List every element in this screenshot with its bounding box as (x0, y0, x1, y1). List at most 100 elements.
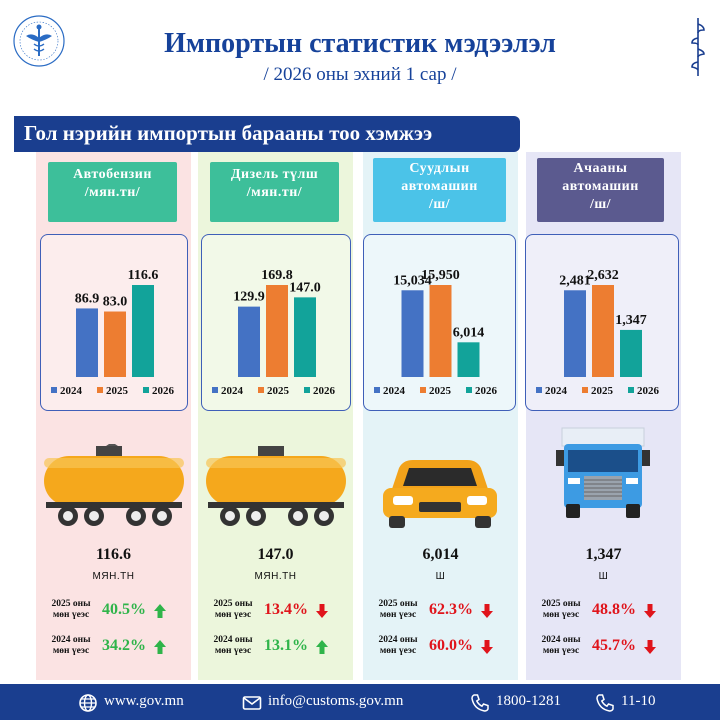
section-banner: Гол нэрийн импортын барааны тоо хэмжээ (14, 116, 520, 152)
legend-swatch (212, 387, 218, 393)
bar-2024 (401, 290, 424, 377)
change-percent: 13.1% (264, 637, 308, 654)
comparison-label: 2025 оны мөн үеэс (378, 599, 418, 620)
bar-value-label: 116.6 (128, 268, 159, 283)
legend-swatch (97, 387, 103, 393)
arrow-down-icon (644, 604, 656, 618)
arrow-down-icon (316, 604, 328, 618)
website-text: www.gov.mn (104, 693, 184, 709)
legend-swatch (374, 387, 380, 393)
comparison-label: 2024 оны мөн үеэс (541, 635, 581, 656)
comparison-row: 2025 оны мөн үеэс 48.8% (526, 599, 681, 625)
comparison-row: 2024 оны мөн үеэс 13.1% (198, 635, 353, 661)
unit-label: Ш (598, 571, 609, 582)
change-percent: 60.0% (429, 637, 473, 654)
comparison-row: 2024 оны мөн үеэс 45.7% (526, 635, 681, 661)
legend-label: 2024 (383, 385, 406, 397)
change-percent: 45.7% (592, 637, 636, 654)
change-percent: 13.4% (264, 601, 308, 618)
comparison-label: 2024 оны мөн үеэс (51, 635, 91, 656)
legend-swatch (51, 387, 57, 393)
phone-text: 1800-1281 (496, 693, 561, 709)
bar-value-label: 15,950 (421, 268, 460, 283)
bar-value-label: 83.0 (103, 295, 128, 310)
bar-value-label: 15,034 (393, 273, 432, 288)
header-line: Ачааны (573, 161, 628, 176)
header-line: /ш/ (428, 197, 451, 212)
comparison-label: 2024 оны мөн үеэс (213, 635, 253, 656)
diesel-column: Дизель түлш /мян.тн/ 129.9 169.8 147.0 2024… (198, 152, 353, 680)
unit-label: МЯН.ТН (92, 571, 135, 582)
legend-swatch (420, 387, 426, 393)
bar-value-label: 6,014 (453, 325, 485, 340)
unit-label: Ш (435, 571, 446, 582)
arrow-down-icon (481, 640, 493, 654)
bar-chart: 2,481 2,632 1,347 2024 2025 2026 (525, 234, 679, 411)
header-line: Автобензин (73, 167, 152, 182)
bar-chart: 86.9 83.0 116.6 2024 2025 2026 (40, 234, 188, 411)
banner-title: Гол нэрийн импортын барааны тоо хэмжээ (24, 121, 433, 145)
change-percent: 40.5% (102, 601, 146, 618)
comparison-row: 2025 оны мөн үеэс 13.4% (198, 599, 353, 625)
header-line: Суудлын (409, 161, 470, 176)
comparison-row: 2025 оны мөн үеэс 62.3% (363, 599, 518, 625)
comparison-label: 2024 оны мөн үеэс (378, 635, 418, 656)
bar-value-label: 169.8 (261, 268, 293, 283)
mail-icon (242, 696, 262, 710)
tank-car-icon (36, 442, 191, 538)
arrow-up-icon (154, 604, 166, 618)
comparison-row: 2024 оны мөн үеэс 34.2% (36, 635, 191, 661)
bar-2025 (429, 285, 452, 377)
legend-label: 2026 (152, 385, 175, 397)
bar-2024 (564, 290, 586, 377)
phone-text: 11-10 (621, 693, 656, 709)
header-line: /ш/ (589, 197, 612, 212)
bar-2024 (76, 308, 98, 377)
page-subtitle: / 2026 оны эхний 1 сар / (263, 64, 457, 85)
bar-2025 (104, 311, 126, 377)
legend-label: 2025 (106, 385, 129, 397)
column-header: Ачааны автомашин /ш/ (537, 158, 664, 222)
column-header: Автобензин /мян.тн/ (48, 162, 177, 222)
legend-label: 2025 (429, 385, 452, 397)
legend-swatch (143, 387, 149, 393)
arrow-up-icon (154, 640, 166, 654)
current-value: 147.0 (257, 546, 294, 563)
phone-icon (596, 694, 614, 712)
header-line: автомашин (401, 179, 478, 194)
globe-icon (79, 694, 97, 712)
legend-label: 2025 (591, 385, 614, 397)
comparison-row: 2024 оны мөн үеэс 60.0% (363, 635, 518, 661)
bar-value-label: 2,481 (559, 273, 591, 288)
current-value: 1,347 (585, 546, 622, 563)
comparison-label: 2025 оны мөн үеэс (51, 599, 91, 620)
header-line: /мян.тн/ (246, 185, 303, 200)
legend-swatch (582, 387, 588, 393)
bar-value-label: 147.0 (289, 280, 321, 295)
comparison-label: 2025 оны мөн үеэс (541, 599, 581, 620)
bar-chart: 129.9 169.8 147.0 2024 2025 2026 (201, 234, 351, 411)
arrow-down-icon (644, 640, 656, 654)
bar-2025 (592, 285, 614, 377)
header-line: /мян.тн/ (84, 185, 141, 200)
bar-chart: 15,034 15,950 6,014 2024 2025 2026 (363, 234, 516, 411)
petrol-column: Автобензин /мян.тн/ 86.9 83.0 116.6 2024 202… (36, 152, 191, 680)
column-header: Дизель түлш /мян.тн/ (210, 162, 339, 222)
legend-label: 2026 (637, 385, 660, 397)
legend-label: 2026 (313, 385, 336, 397)
unit-label: МЯН.ТН (254, 571, 297, 582)
header-line: Дизель түлш (230, 167, 319, 182)
legend-label: 2024 (545, 385, 568, 397)
current-value: 116.6 (95, 546, 132, 563)
passenger-car-column: Суудлын автомашин /ш/ 15,034 15,950 6,014 2… (363, 152, 518, 680)
bar-2026 (620, 329, 642, 377)
header-line: автомашин (562, 179, 639, 194)
legend-label: 2026 (475, 385, 498, 397)
bar-2024 (238, 306, 260, 377)
change-percent: 48.8% (592, 601, 636, 618)
arrow-down-icon (481, 604, 493, 618)
comparison-label: 2025 оны мөн үеэс (213, 599, 253, 620)
bar-value-label: 2,632 (587, 268, 619, 283)
legend-swatch (536, 387, 542, 393)
arrow-up-icon (316, 640, 328, 654)
